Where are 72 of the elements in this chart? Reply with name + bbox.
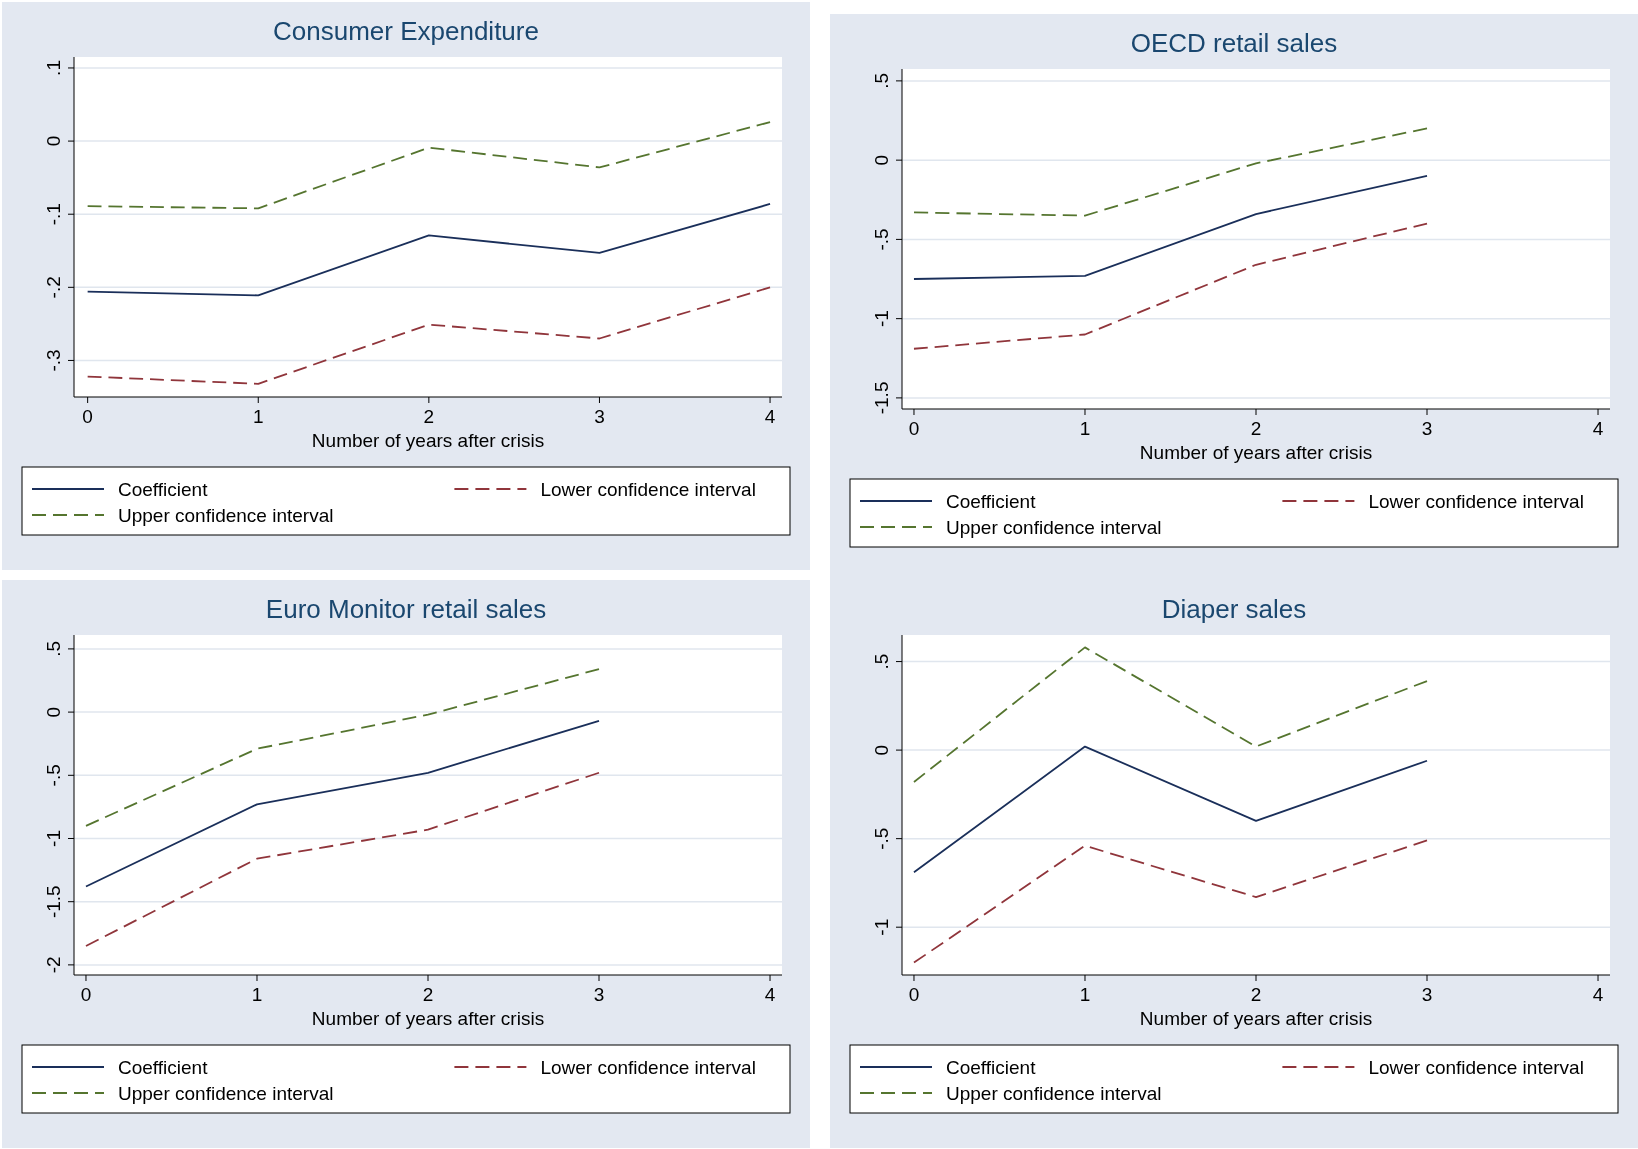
x-axis-title: Number of years after crisis <box>1139 1008 1373 1029</box>
chart-title: OECD retail sales <box>1130 28 1338 58</box>
x-tick-label: 1 <box>252 406 264 427</box>
line-series <box>86 121 771 210</box>
x-tick-label: 0 <box>908 984 920 1005</box>
x-tick-label: 4 <box>764 406 776 427</box>
y-tick-label: -.3 <box>43 349 64 372</box>
x-tick-label: 1 <box>251 984 263 1005</box>
line-series <box>913 745 1428 874</box>
legend-label: Upper confidence interval <box>118 505 334 526</box>
x-tick-label: 1 <box>1079 984 1091 1005</box>
chart-title: Euro Monitor retail sales <box>265 594 547 624</box>
x-tick-label: 3 <box>1421 984 1433 1005</box>
y-tick-label: -.2 <box>43 276 64 299</box>
y-tick-label: -.5 <box>871 228 892 251</box>
x-tick-label: 3 <box>1421 418 1433 439</box>
y-tick-label: -1.5 <box>871 381 892 415</box>
x-axis-title: Number of years after crisis <box>1139 442 1373 463</box>
x-tick-label: 2 <box>422 984 434 1005</box>
y-tick-label: -1 <box>871 918 892 936</box>
line-series <box>913 127 1428 217</box>
y-tick-label: .5 <box>43 640 64 657</box>
x-tick-label: 4 <box>1592 984 1604 1005</box>
y-tick-label: .5 <box>871 72 892 89</box>
legend-label: Coefficient <box>946 491 1037 512</box>
line-series <box>86 286 771 385</box>
legend-label: Upper confidence interval <box>118 1083 334 1104</box>
y-tick-label: 0 <box>871 154 892 166</box>
y-tick-label: -1.5 <box>43 885 64 919</box>
legend-label: Lower confidence interval <box>1368 1057 1584 1078</box>
x-tick-label: 2 <box>423 406 435 427</box>
line-series <box>85 720 600 888</box>
chart-title: Consumer Expenditure <box>273 16 539 46</box>
x-tick-label: 4 <box>764 984 776 1005</box>
x-tick-label: 0 <box>908 418 920 439</box>
line-series <box>913 839 1428 964</box>
x-tick-label: 3 <box>594 406 605 427</box>
y-tick-label: -1 <box>43 830 64 847</box>
line-series <box>85 668 600 827</box>
legend-label: Lower confidence interval <box>540 1057 756 1078</box>
line-series <box>86 203 771 297</box>
legend-label: Coefficient <box>946 1057 1037 1078</box>
y-tick-label: .1 <box>43 60 64 76</box>
x-tick-label: 0 <box>80 984 92 1005</box>
y-tick-label: -.5 <box>43 764 64 787</box>
y-tick-label: -.1 <box>43 203 64 226</box>
x-tick-label: 2 <box>1250 418 1262 439</box>
y-tick-label: 0 <box>43 706 64 718</box>
y-tick-label: -1 <box>871 310 892 328</box>
legend-label: Coefficient <box>118 479 209 500</box>
legend-label: Upper confidence interval <box>946 517 1162 538</box>
line-series <box>913 646 1428 783</box>
y-tick-label: .5 <box>871 653 892 670</box>
x-tick-label: 3 <box>593 984 605 1005</box>
x-tick-label: 0 <box>82 406 93 427</box>
line-series <box>913 175 1428 280</box>
legend-label: Lower confidence interval <box>1368 491 1584 512</box>
line-series <box>913 222 1428 350</box>
legend-label: Lower confidence interval <box>540 479 756 500</box>
chart-title: Diaper sales <box>1161 594 1307 624</box>
x-axis-title: Number of years after crisis <box>311 1008 545 1029</box>
y-tick-label: 0 <box>871 744 892 756</box>
legend-label: Coefficient <box>118 1057 209 1078</box>
legend-label: Upper confidence interval <box>946 1083 1162 1104</box>
y-tick-label: -2 <box>43 956 64 974</box>
y-tick-label: -.5 <box>871 827 892 850</box>
x-tick-label: 4 <box>1592 418 1604 439</box>
y-tick-label: 0 <box>43 135 64 147</box>
x-axis-title: Number of years after crisis <box>311 430 545 451</box>
x-tick-label: 2 <box>1250 984 1262 1005</box>
line-series <box>85 771 600 947</box>
x-tick-label: 1 <box>1079 418 1091 439</box>
